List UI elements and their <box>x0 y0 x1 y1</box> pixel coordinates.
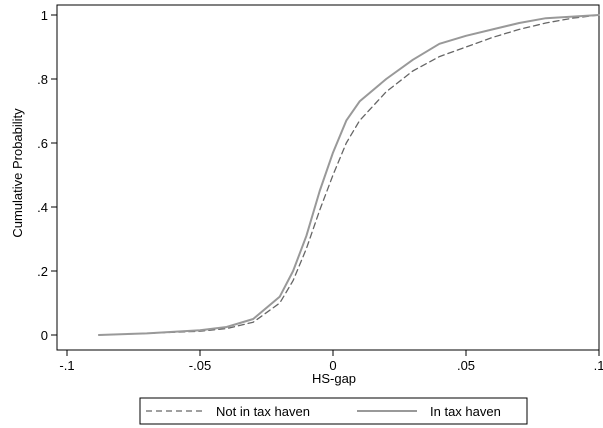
plot-border <box>56 4 600 351</box>
legend-box <box>139 397 528 425</box>
y-tick-label: .8 <box>37 72 48 87</box>
y-tick-label: .2 <box>37 264 48 279</box>
x-tick-label: -.1 <box>59 358 74 373</box>
legend: Not in tax haven In tax haven <box>139 397 528 425</box>
series-layer <box>97 14 600 336</box>
x-axis: -.1 -.05 0 .05 .1 <box>59 350 603 373</box>
legend-label: In tax haven <box>430 404 501 419</box>
series-line-not-in-tax-haven <box>98 14 600 336</box>
legend-label: Not in tax haven <box>216 404 310 419</box>
x-tick-label: -.05 <box>189 358 211 373</box>
plot-frame <box>56 4 600 351</box>
y-tick-label: .6 <box>37 136 48 151</box>
y-axis-title: Cumulative Probability <box>10 108 25 238</box>
x-tick-label: .1 <box>594 358 603 373</box>
x-tick-label: 0 <box>329 358 336 373</box>
x-axis-title: HS-gap <box>312 371 356 386</box>
series-line-in-tax-haven <box>97 14 600 336</box>
y-axis: 0 .2 .4 .6 .8 1 <box>37 8 57 343</box>
x-tick-label: .05 <box>457 358 475 373</box>
y-tick-label: .4 <box>37 200 48 215</box>
y-tick-label: 0 <box>41 328 48 343</box>
y-tick-label: 1 <box>41 8 48 23</box>
